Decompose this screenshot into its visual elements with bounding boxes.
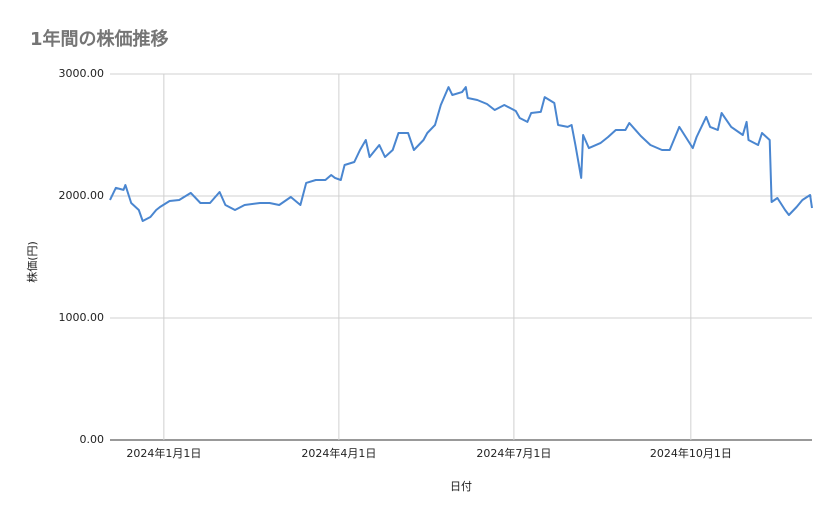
y-tick-label: 3000.00 [59, 67, 105, 80]
x-tick-label: 2024年10月1日 [650, 446, 732, 460]
y-axis-label: 株価(円) [25, 241, 39, 283]
x-tick-label: 2024年7月1日 [476, 446, 551, 460]
x-tick-label: 2024年1月1日 [126, 446, 201, 460]
data-line [109, 86, 813, 222]
y-tick-label: 0.00 [80, 433, 105, 446]
y-tick-label: 1000.00 [59, 311, 105, 324]
x-axis-label: 日付 [450, 480, 472, 493]
y-tick-label: 2000.00 [59, 189, 105, 202]
x-tick-label: 2024年4月1日 [301, 446, 376, 460]
chart-title: 1年間の株価推移 [30, 28, 169, 50]
